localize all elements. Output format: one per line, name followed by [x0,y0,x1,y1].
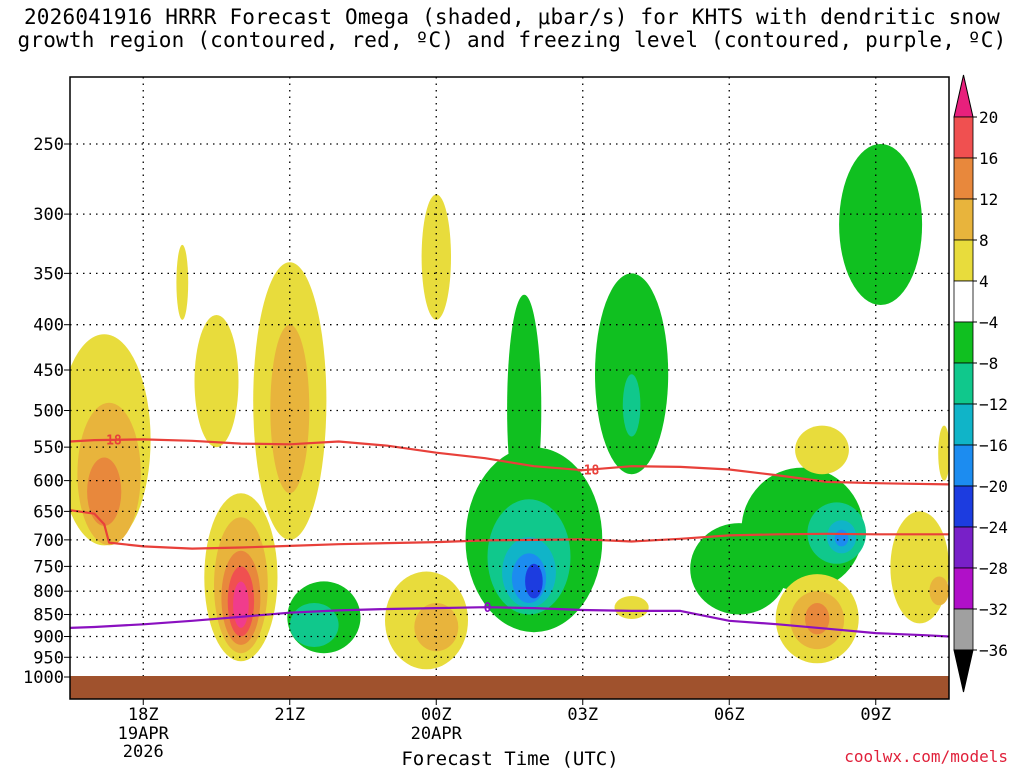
y-tick-label-450: 450 [33,361,64,381]
colorbar-label-2: 12 [979,190,998,209]
omega-blob-13 [289,603,339,647]
omega-blob-37 [929,576,949,606]
x-tick-label-00Z: 00Z [421,705,452,725]
y-tick-label-400: 400 [33,316,64,336]
omega-blob-38 [938,425,949,481]
colorbar-label-3: 8 [979,231,989,250]
colorbar-box-7 [953,403,974,446]
dgz-bottom-contour [70,509,949,550]
y-tick-label-800: 800 [33,582,64,602]
colorbar-box-2 [953,198,974,241]
colorbar-box-8 [953,444,974,487]
colorbar-box-10 [953,526,974,569]
omega-blob-36 [890,511,949,624]
colorbar-label-8: −16 [979,436,1008,455]
omega-blob-2 [87,457,122,526]
plot-frame [69,76,950,700]
omega-blob-11 [233,581,249,628]
contour-labels: 18 -18 0 [106,433,600,616]
y-tick-label-650: 650 [33,502,64,522]
y-tick-label-550: 550 [33,438,64,458]
colorbar-box-4 [953,280,974,323]
colorbar-label-4: 4 [979,272,989,291]
y-tick-label-750: 750 [33,557,64,577]
y-tick-label-250: 250 [33,135,64,155]
omega-blob-4 [194,315,239,448]
omega-blob-30 [834,529,849,547]
colorbar-box-11 [953,567,974,610]
omega-blob-24 [622,374,641,437]
x-tick-sublabel-18Z-1: 2026 [123,742,164,762]
x-axis-label: Forecast Time (UTC) [401,748,618,768]
omega-blob-35 [839,144,923,305]
dgz-top-contour [70,438,949,486]
colorbar-box-0 [953,116,974,159]
colorbar-box-6 [953,362,974,405]
colorbar-box-3 [953,239,974,282]
x-tick-sublabel-18Z-0: 19APR [118,724,170,744]
x-tick-label-18Z: 18Z [128,705,159,725]
colorbar-label-7: −12 [979,395,1008,414]
colorbar-label-5: −4 [979,313,998,332]
chart-title: 2026041916 HRRR Forecast Omega (shaded, … [17,5,1007,52]
omega-blob-23 [595,273,669,475]
y-tick-label-900: 900 [33,627,64,647]
colorbar-label-12: −32 [979,600,1008,619]
ground-surface [70,676,949,699]
y-tick-label-950: 950 [33,648,64,668]
colorbar-box-12 [953,608,974,651]
omega-blob-14 [421,194,451,320]
y-tick-label-600: 600 [33,472,64,492]
y-tick-label-300: 300 [33,205,64,225]
y-tick-label-850: 850 [33,606,64,626]
colorbar-label-6: −8 [979,354,998,373]
y-tick-label-700: 700 [33,531,64,551]
omega-blob-18 [507,294,542,523]
colorbar-label-11: −28 [979,559,1008,578]
colorbar: 20 16 12 8 4 −4 −8 −12 −16 −20 −24 −28 −32 −36 [953,74,1008,693]
freezing-label: 0 [484,601,492,616]
colorbar-label-13: −36 [979,641,1008,660]
colorbar-label-9: −20 [979,477,1008,496]
omega-blob-22 [525,563,543,599]
grid-lines [70,77,949,676]
colorbar-label-0: 20 [979,108,998,127]
omega-blob-25 [614,596,649,619]
freezing-level-contour [70,606,949,638]
y-tick-label-1000: 1000 [23,668,64,688]
contour-lines [70,438,949,638]
x-tick-label-21Z: 21Z [274,705,305,725]
colorbar-label-10: −24 [979,518,1008,537]
colorbar-box-9 [953,485,974,528]
x-tick-sublabel-00Z-0: 20APR [411,724,463,744]
omega-blob-3 [176,244,189,320]
x-tick-label-09Z: 09Z [860,705,891,725]
omega-shading [70,144,949,670]
colorbar-top-arrow [953,74,974,118]
dgz-top-label-left: 18 [106,433,122,448]
dgz-top-label-right: -18 [576,464,600,479]
x-tick-label-06Z: 06Z [714,705,745,725]
y-tick-label-500: 500 [33,402,64,422]
y-axis-ticks: 2503003504004505005506006507007508008509… [23,135,70,688]
colorbar-box-1 [953,157,974,200]
colorbar-box-5 [953,321,974,364]
omega-blob-31 [795,425,849,475]
colorbar-label-1: 16 [979,149,998,168]
y-tick-label-350: 350 [33,264,64,284]
colorbar-bottom-arrow [953,649,974,693]
x-tick-label-03Z: 03Z [567,705,598,725]
credit-link[interactable]: coolwx.com/models [844,747,1008,766]
